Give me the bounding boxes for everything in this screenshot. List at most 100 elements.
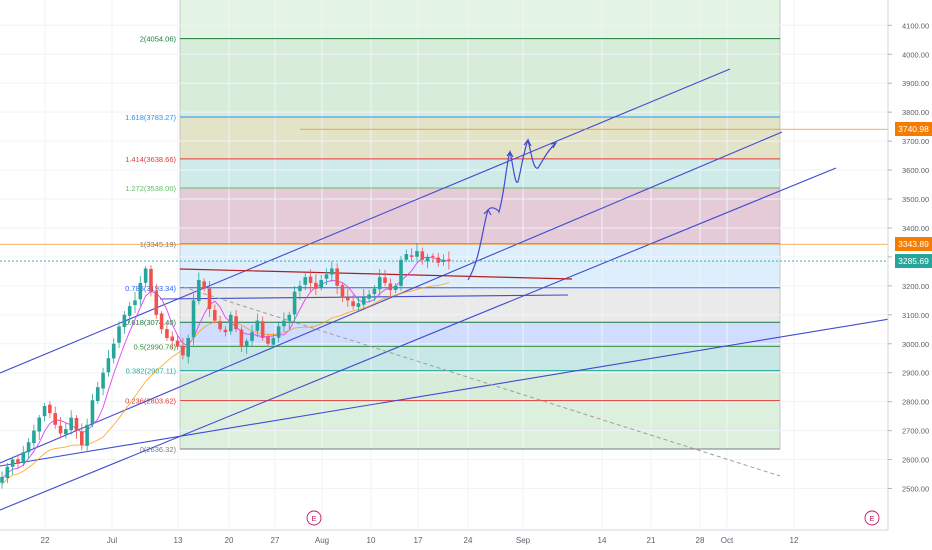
fib-level-label: 1.414(3638.66) [125, 155, 176, 164]
fib-band [180, 0, 780, 39]
candle-body [101, 372, 105, 389]
candle-body [0, 476, 4, 483]
fib-level-label: 0.5(2990.76) [133, 342, 176, 351]
x-tick-label: 13 [174, 536, 183, 545]
fib-level-label: 0.618(3074.40) [125, 318, 176, 327]
fib-band [180, 38, 780, 117]
candle-body [287, 314, 292, 321]
candle-body [298, 285, 302, 292]
y-tick-label: 3400.00 [902, 224, 929, 233]
fib-level-label: 1.272(3538.00) [125, 184, 176, 193]
candle-body [16, 459, 20, 464]
candle-body [282, 320, 286, 327]
candle-body [399, 259, 403, 286]
price-tag: 3740.98 [895, 122, 932, 137]
candle-body [202, 281, 206, 289]
candle-body [388, 283, 393, 291]
candle-body [271, 337, 276, 345]
candle-body [415, 251, 419, 257]
y-tick-label: 2500.00 [902, 485, 929, 494]
candle-body [106, 358, 111, 373]
y-tick-label: 3900.00 [902, 79, 929, 88]
candle-body [159, 313, 164, 330]
x-axis: 22 Jul 13 20 27 Aug 10 17 24 Sep 14 21 28 Oct 12 [0, 529, 932, 550]
x-tick-label: 28 [696, 536, 705, 545]
candle-body [372, 288, 377, 295]
candle-body [74, 418, 79, 431]
resistance-line [179, 268, 573, 280]
event-marker-label: E [869, 514, 874, 523]
fib-level-label: 0(2636.32) [140, 445, 177, 454]
candle-body [170, 336, 175, 341]
fib-band [180, 116, 780, 159]
x-tick-label: 22 [41, 536, 50, 545]
y-tick-label: 2600.00 [902, 456, 929, 465]
candle-body [340, 285, 345, 298]
candle-body [5, 466, 10, 479]
candle-body [85, 424, 89, 446]
y-tick-label: 3600.00 [902, 166, 929, 175]
candle-body [127, 306, 132, 316]
fib-band [180, 287, 780, 323]
event-marker-circle [864, 510, 880, 526]
candle-body [165, 329, 169, 338]
candle-body [292, 291, 297, 315]
candle-body [441, 259, 446, 263]
fib-level-label: 0.236(2803.62) [125, 397, 176, 406]
candle-body [133, 300, 137, 306]
candle-body [420, 251, 425, 260]
candle-body [266, 336, 270, 344]
event-marker[interactable]: E [864, 510, 880, 526]
candle-body [234, 316, 238, 330]
candle-body [207, 288, 212, 310]
y-tick-label: 4200.00 [902, 0, 929, 1]
y-axis: 2500.00 2600.00 2700.00 2800.00 2900.00 3000.… [887, 0, 932, 550]
long-support [0, 311, 932, 467]
price-tag: 3285.69 [895, 254, 932, 269]
candle-body [393, 285, 398, 290]
event-marker-circle [306, 510, 322, 526]
candle-body [425, 256, 430, 262]
channel-upper-1 [0, 68, 731, 374]
projection-arrow-1 [483, 209, 492, 216]
candle-body [10, 459, 15, 467]
y-tick-label: 3700.00 [902, 137, 929, 146]
fib-bands [179, 0, 781, 450]
candle-body [351, 301, 355, 307]
x-tick-label: Aug [315, 536, 329, 545]
candle-body [244, 340, 249, 347]
candle-body [404, 254, 409, 260]
candle-body [228, 314, 233, 332]
candle-body [330, 268, 334, 275]
candle-body [218, 321, 222, 330]
candle-body [80, 431, 84, 446]
projection-drawings [467, 137, 558, 281]
candle-body [95, 387, 100, 402]
fib-level-label: 0.382(2907.11) [126, 367, 177, 376]
candle-body [64, 429, 68, 435]
channel-mid [0, 131, 783, 464]
candle-body [346, 297, 350, 301]
fib-band [180, 370, 780, 401]
fib-band [180, 243, 780, 288]
candle-body [181, 345, 185, 356]
candle-body [21, 452, 26, 464]
candle-body [335, 268, 339, 286]
candle-body [154, 291, 159, 315]
candle-body [48, 404, 52, 414]
ma-slow [1, 282, 450, 485]
candle-body [138, 282, 143, 300]
y-tick-label: 3200.00 [902, 282, 929, 291]
event-marker[interactable]: E [306, 510, 322, 526]
candle-body [143, 268, 148, 283]
candle-body [308, 276, 313, 283]
channel-lower [0, 167, 837, 511]
candle-body [250, 332, 254, 341]
candle-body [447, 259, 451, 262]
x-tick-label: Sep [516, 536, 531, 545]
candle-body [436, 257, 441, 263]
x-tick-label: 20 [225, 536, 234, 545]
candle-body [319, 280, 323, 288]
